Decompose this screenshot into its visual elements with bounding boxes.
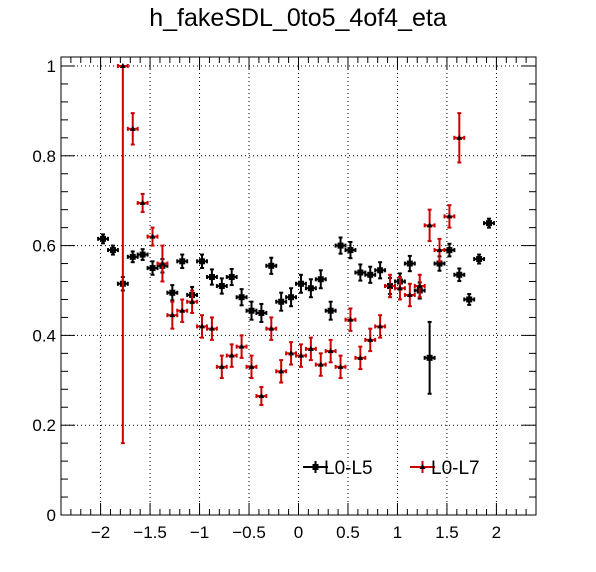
- data-point: [288, 350, 295, 356]
- data-point: [446, 213, 453, 219]
- data-point: [436, 247, 443, 253]
- data-point: [317, 361, 324, 367]
- data-point: [149, 233, 156, 239]
- data-point: [179, 258, 186, 265]
- data-point: [208, 274, 215, 281]
- data-point: [268, 262, 275, 269]
- axes-layer: −2 −1.5 −1 −0.5 0 0.5 1 1.5 2 0 0.2 0.4 0.6 0.8 1: [32, 57, 537, 542]
- x-tick-label: 1.5: [435, 523, 459, 542]
- data-point: [199, 323, 206, 329]
- series-layer: [97, 62, 495, 445]
- data-point: [169, 312, 176, 318]
- data-point: [426, 354, 433, 361]
- data-point: [100, 235, 107, 242]
- data-point: [149, 265, 156, 272]
- y-tick-label: 0: [47, 506, 56, 525]
- data-point: [347, 247, 354, 254]
- x-tick-label: 1: [393, 523, 402, 542]
- legend-entry-l0-l7: L0-L7: [410, 458, 480, 479]
- legend-marker: [419, 464, 426, 469]
- data-point: [426, 222, 433, 228]
- data-point: [109, 247, 116, 254]
- data-point: [446, 247, 453, 254]
- data-point: [357, 269, 364, 276]
- x-tick-label: 0.5: [336, 523, 360, 542]
- data-point: [327, 307, 334, 314]
- data-point: [268, 325, 275, 331]
- data-point: [238, 294, 245, 301]
- data-point: [139, 199, 146, 205]
- data-point: [406, 260, 413, 267]
- data-point: [278, 368, 285, 374]
- legend: L0-L5 L0-L7: [303, 458, 480, 479]
- data-point: [317, 276, 324, 283]
- data-point: [297, 352, 304, 358]
- data-point: [288, 294, 295, 301]
- y-tick-label: 0.8: [32, 147, 56, 166]
- data-point: [228, 352, 235, 358]
- data-point: [159, 260, 166, 266]
- data-point: [248, 307, 255, 314]
- y-tick-label: 0.6: [32, 237, 56, 256]
- data-point: [406, 291, 413, 297]
- data-point: [238, 343, 245, 349]
- data-point: [129, 253, 136, 260]
- series-l0-l5: [97, 217, 495, 395]
- data-point: [208, 325, 215, 331]
- legend-entry-l0-l5: L0-L5: [303, 458, 373, 479]
- data-point: [476, 256, 483, 263]
- data-point: [347, 316, 354, 322]
- data-point: [367, 336, 374, 342]
- series-l0-l7: [116, 62, 466, 445]
- data-point: [129, 125, 136, 131]
- data-point: [367, 271, 374, 278]
- data-point: [228, 274, 235, 281]
- data-point: [139, 251, 146, 258]
- x-tick-label: −1.5: [133, 523, 167, 542]
- data-point: [307, 285, 314, 292]
- data-point: [396, 285, 403, 291]
- data-point: [189, 298, 196, 304]
- data-point: [218, 283, 225, 289]
- data-point: [258, 393, 265, 399]
- data-point: [119, 62, 126, 68]
- data-point: [377, 323, 384, 329]
- y-tick-label: 1: [47, 57, 56, 76]
- data-point: [387, 283, 394, 288]
- x-tick-label: −2: [91, 523, 110, 542]
- data-point: [258, 309, 265, 316]
- x-tick-label: −0.5: [232, 523, 266, 542]
- data-point: [456, 271, 463, 278]
- x-tick-label: 0: [294, 523, 303, 542]
- data-point: [337, 363, 344, 369]
- chart-title: h_fakeSDL_0to5_4of4_eta: [149, 4, 447, 32]
- data-point: [485, 220, 492, 227]
- y-tick-label: 0.4: [32, 326, 56, 345]
- data-point: [169, 289, 176, 296]
- data-point: [327, 348, 334, 354]
- data-point: [436, 260, 443, 267]
- data-point: [466, 296, 473, 303]
- data-point: [357, 354, 364, 360]
- data-point: [278, 298, 285, 305]
- data-point: [199, 258, 206, 265]
- data-point: [456, 134, 463, 140]
- legend-marker: [312, 464, 319, 470]
- x-tick-label: −1: [190, 523, 209, 542]
- legend-label: L0-L5: [324, 458, 373, 479]
- data-point: [307, 345, 314, 351]
- x-tick-label: 2: [492, 523, 501, 542]
- data-point: [218, 363, 225, 369]
- data-point: [179, 307, 186, 313]
- data-point: [337, 242, 344, 249]
- y-tick-label: 0.2: [32, 416, 56, 435]
- data-point: [297, 280, 304, 287]
- data-point: [377, 267, 384, 274]
- legend-label: L0-L7: [431, 458, 480, 479]
- data-point: [416, 283, 423, 288]
- data-point: [248, 363, 255, 369]
